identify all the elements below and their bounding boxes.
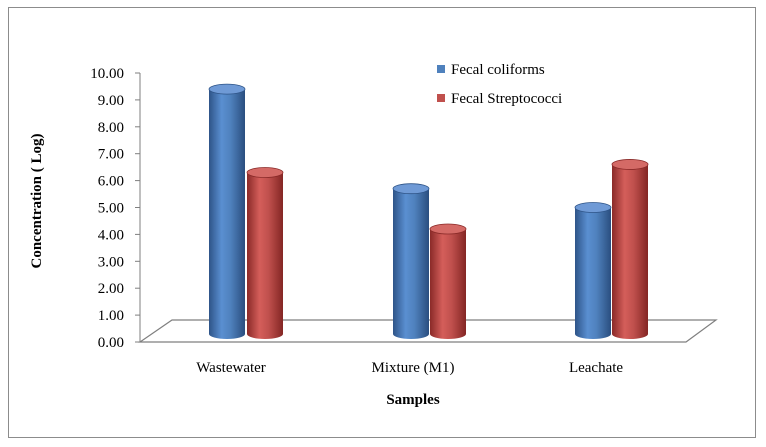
bar-fecal-streptococci-body [247, 172, 283, 339]
legend-swatch-fecal-coliforms [437, 65, 445, 73]
y-tick-label: 4.00 [98, 227, 124, 243]
bar-fecal-streptococci-top [246, 167, 284, 178]
y-axis-title: Concentration ( Log) [29, 134, 45, 269]
legend-label-fecal-coliforms: Fecal coliforms [451, 62, 545, 78]
legend-swatch-fecal-streptococci [437, 94, 445, 102]
y-tick-label: 1.00 [98, 308, 124, 324]
y-tick-label: 8.00 [98, 120, 124, 136]
y-tick-label: 2.00 [98, 281, 124, 297]
bar-fecal-streptococci-top [429, 223, 467, 235]
bar-fecal-coliforms-body [393, 188, 429, 339]
y-tick-label: 6.00 [98, 174, 124, 190]
bar-fecal-coliforms-top [208, 83, 246, 95]
y-tick-label: 9.00 [98, 93, 124, 109]
y-tick-label: 7.00 [98, 147, 124, 163]
x-category-label: Leachate [569, 360, 623, 376]
bar-fecal-coliforms-body [575, 207, 611, 339]
legend: Fecal coliforms Fecal Streptococci [437, 62, 562, 107]
x-category-label: Mixture (M1) [372, 360, 455, 376]
y-tick-label: 0.00 [98, 335, 124, 351]
y-tick-label: 3.00 [98, 254, 124, 270]
bar-fecal-streptococci-body [430, 229, 466, 339]
x-axis-title: Samples [386, 392, 440, 408]
y-tick-label: 5.00 [98, 201, 124, 217]
bar-fecal-coliforms-body [209, 89, 245, 339]
bar-fecal-coliforms-top [392, 183, 430, 195]
bar-fecal-coliforms-top [574, 202, 612, 213]
bar-fecal-streptococci-top [611, 159, 649, 170]
legend-label-fecal-streptococci: Fecal Streptococci [451, 91, 562, 107]
x-category-label: Wastewater [196, 360, 266, 376]
bar-fecal-streptococci-body [612, 164, 648, 339]
y-tick-label: 10.00 [90, 66, 124, 82]
